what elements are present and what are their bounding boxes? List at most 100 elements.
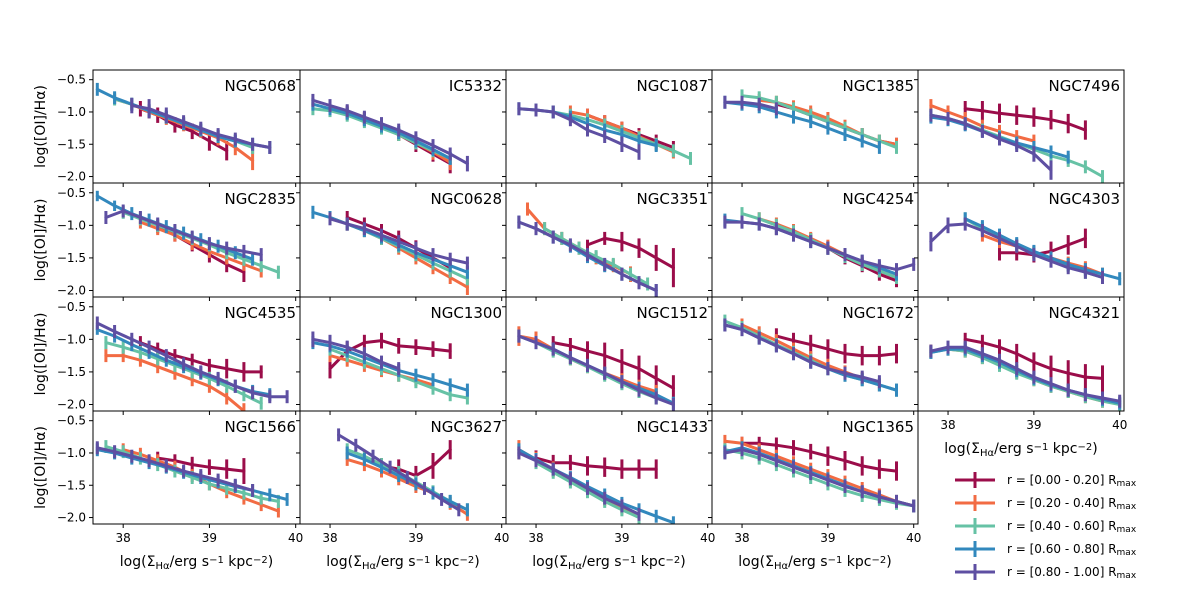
series-4-group	[517, 446, 641, 521]
panel-ngc4321: NGC4321 38 39 40 log(ΣHα/erg s−1 kpc−2)	[914, 296, 1127, 459]
legend-label: r = [0.60 - 0.80] Rmax	[1007, 542, 1137, 558]
y-axis-label: log([OI]/Hα)	[33, 199, 49, 282]
panel-plot-area	[95, 440, 289, 518]
x-tick-label: 38	[734, 531, 749, 545]
y-tick-label: −2.0	[57, 170, 86, 184]
panel-plot-area	[723, 89, 898, 154]
panel-title: NGC3627	[431, 418, 503, 436]
series-3-group	[723, 95, 881, 154]
panel-title: NGC1672	[843, 304, 915, 322]
series-0-group	[963, 332, 1104, 392]
x-axis-label: log(ΣHα/erg s−1 kpc−2)	[532, 554, 685, 572]
panel-plot-area	[95, 316, 289, 411]
panel-plot-area	[929, 99, 1104, 183]
x-tick-label: 40	[1112, 418, 1127, 432]
series-line	[95, 446, 255, 492]
series-4-group	[104, 204, 263, 262]
series-line	[740, 94, 898, 149]
y-tick-label: −1.5	[57, 251, 86, 265]
y-axis-label: log([OI]/Hα)	[33, 313, 49, 396]
series-line	[517, 107, 641, 154]
series-line	[95, 321, 289, 399]
series-line	[517, 451, 641, 516]
series-4-group	[130, 97, 272, 154]
panel-ngc1365: NGC1365 38 39 40 log(ΣHα/erg s−1 kpc−2)	[708, 410, 921, 572]
x-tick-label: 38	[940, 418, 955, 432]
panel-title: NGC4535	[225, 304, 297, 322]
panel-ngc1433: NGC1433 38 39 40 log(ΣHα/erg s−1 kpc−2)	[502, 410, 715, 572]
series-line	[740, 441, 898, 473]
y-axis-label: log([OI]/Hα)	[33, 426, 49, 509]
series-line	[929, 347, 1122, 406]
panel-ngc4535: NGC4535 −0.5 −1.0 −1.5 −2.0 log([OI]/Hα)	[33, 296, 301, 415]
series-4-group	[328, 212, 469, 270]
series-4-group	[723, 215, 916, 277]
panel-plot-area	[311, 93, 469, 174]
panel-ngc2835: NGC2835 −0.5 −1.0 −1.5 −2.0 log([OI]/Hα)	[33, 182, 301, 301]
x-axis-label: log(ΣHα/erg s−1 kpc−2)	[326, 554, 479, 572]
panel-plot-area	[723, 314, 898, 397]
panel-ngc1566: NGC1566 −0.5 −1.0 −1.5 −2.0 38 39 40 log([OI]/Hα…	[33, 410, 303, 572]
series-line	[138, 220, 263, 273]
series-4-group	[723, 318, 881, 389]
panel-title: NGC2835	[225, 190, 297, 208]
series-line	[723, 100, 778, 111]
panel-title: NGC4254	[843, 190, 915, 208]
y-axis-label: log([OI]/Hα)	[33, 85, 49, 168]
y-tick-label: −1.5	[57, 478, 86, 492]
y-tick-label: −2.0	[57, 283, 86, 297]
legend-entry-1: r = [0.20 - 0.40] Rmax	[955, 495, 1137, 512]
series-line	[311, 341, 469, 392]
panel-plot-area	[929, 212, 1122, 286]
series-3-group	[517, 443, 675, 524]
x-tick-label: 39	[202, 531, 217, 545]
legend: r = [0.00 - 0.20] Rmax r = [0.20 - 0.40] …	[955, 472, 1137, 581]
panel-title: NGC7496	[1049, 77, 1121, 95]
y-tick-label: −1.0	[57, 446, 86, 460]
panel-ngc1672: NGC1672	[708, 296, 919, 415]
series-line	[723, 220, 916, 272]
series-4-group	[95, 441, 255, 497]
x-tick-label: 40	[700, 531, 715, 545]
panel-plot-area	[517, 326, 675, 411]
series-line	[723, 439, 916, 508]
panel-plot-area	[311, 205, 469, 295]
x-tick-label: 40	[494, 531, 509, 545]
series-4-group	[929, 217, 1104, 284]
panel-ngc1512: NGC1512	[502, 296, 713, 415]
series-line	[963, 217, 1122, 281]
panel-title: NGC1512	[637, 304, 709, 322]
x-axis-label: log(ΣHα/erg s−1 kpc−2)	[120, 554, 273, 572]
series-line	[586, 236, 675, 270]
series-0-group	[774, 328, 898, 366]
legend-entry-4: r = [0.80 - 1.00] Rmax	[955, 564, 1137, 581]
series-line	[138, 341, 263, 374]
y-tick-label: −2.0	[57, 511, 86, 525]
x-tick-label: 39	[614, 531, 629, 545]
series-line	[723, 448, 916, 508]
y-tick-label: −1.5	[57, 365, 86, 379]
panel-plot-area	[311, 331, 469, 405]
panel-title: IC5332	[449, 77, 502, 95]
legend-entry-2: r = [0.40 - 0.60] Rmax	[955, 518, 1137, 535]
series-line	[337, 433, 461, 512]
series-line	[156, 456, 246, 473]
panel-title: NGC5068	[225, 77, 297, 95]
panel-ngc1300: NGC1300	[296, 296, 507, 415]
panel-plot-area	[723, 434, 916, 513]
legend-entry-3: r = [0.60 - 0.80] Rmax	[955, 541, 1137, 558]
series-4-group	[723, 95, 778, 116]
panel-ngc0628: NGC0628	[296, 182, 507, 301]
series-line	[311, 98, 469, 166]
panel-ngc1385: NGC1385	[708, 69, 919, 187]
x-tick-label: 39	[408, 531, 423, 545]
panel-frame	[711, 410, 919, 525]
panel-plot-area	[95, 190, 280, 282]
panel-ngc3627: NGC3627 38 39 40 log(ΣHα/erg s−1 kpc−2)	[296, 410, 509, 572]
panel-plot-area	[517, 202, 675, 297]
series-0-group	[586, 231, 675, 288]
series-2-group	[311, 102, 452, 165]
panel-title: NGC0628	[431, 190, 503, 208]
x-tick-label: 38	[322, 531, 337, 545]
